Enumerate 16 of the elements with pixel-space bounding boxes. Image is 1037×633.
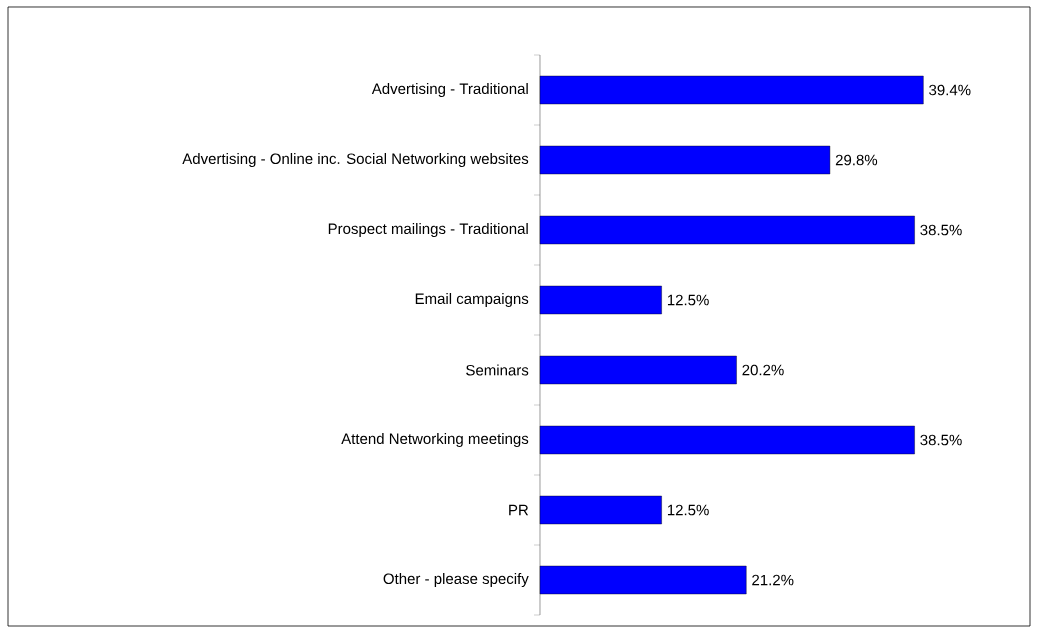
y-tick-label: Prospect mailings - Traditional	[328, 223, 528, 237]
y-tick-label: Advertising - Traditional	[371, 83, 528, 97]
data-label: 39.4%	[929, 84, 971, 96]
data-label: 21.2%	[752, 574, 794, 586]
data-label: 38.5%	[920, 434, 962, 446]
y-tick-label: Advertising - Online inc. Social Networking websites	[182, 153, 529, 167]
y-tick-label: Seminars	[466, 364, 529, 376]
y-tick-label: Attend Networking meetings	[341, 433, 529, 447]
y-tick-label: PR	[509, 504, 529, 516]
y-tick-label: Other - please specify	[383, 573, 529, 587]
data-label: 20.2%	[742, 364, 784, 376]
data-label: 29.8%	[835, 154, 878, 166]
data-label: 12.5%	[667, 504, 709, 516]
data-label: 38.5%	[920, 224, 962, 236]
data-label: 12.5%	[667, 294, 709, 306]
y-tick-label: Email campaigns	[415, 293, 529, 307]
